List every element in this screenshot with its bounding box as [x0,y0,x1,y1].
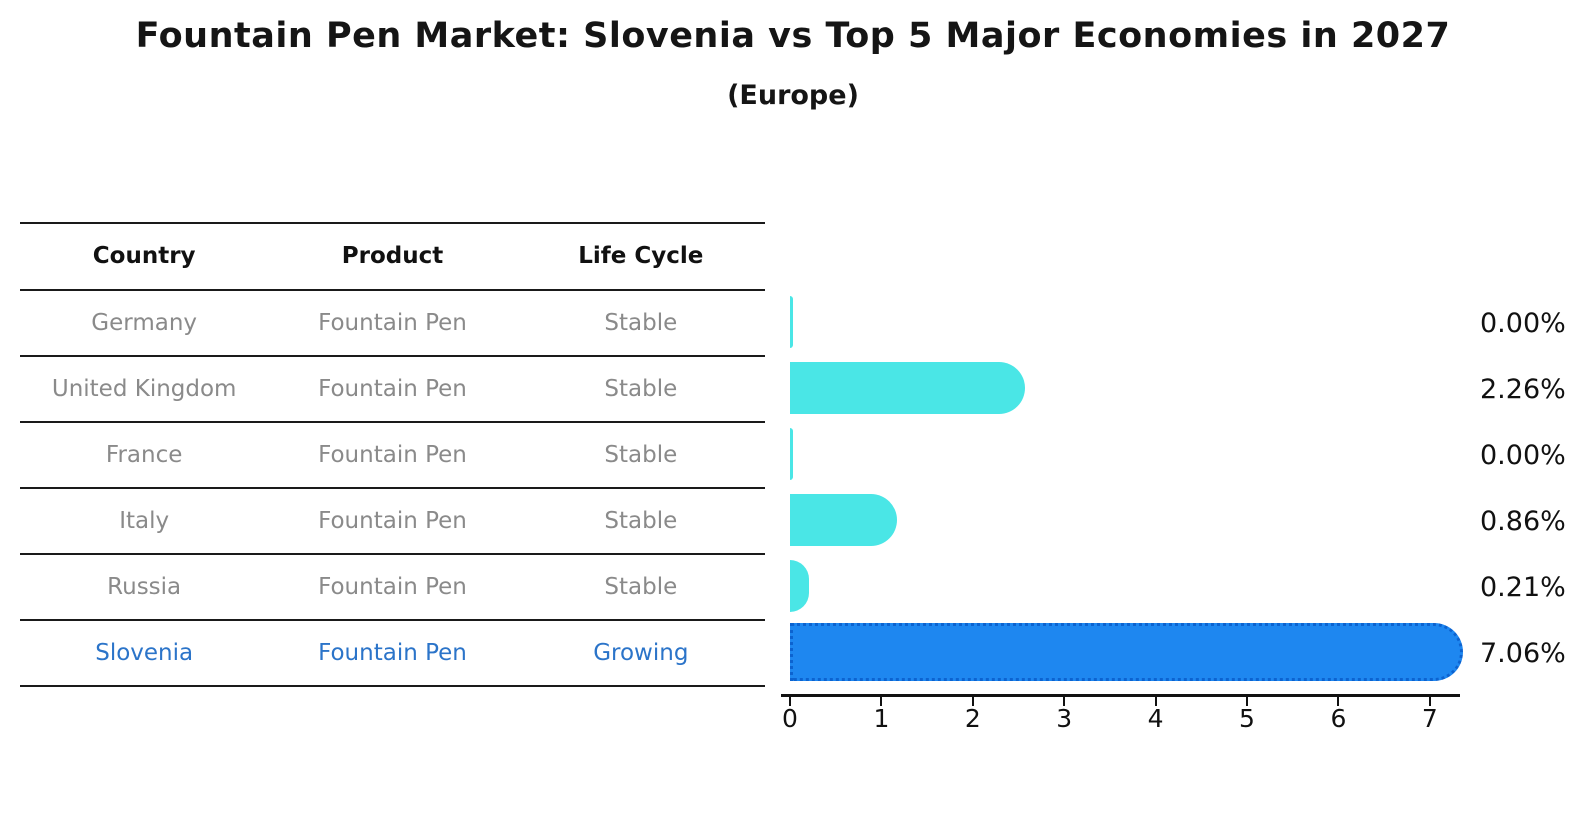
x-axis-tick-label: 0 [782,704,798,733]
table-cell: Italy [119,508,170,534]
table-cell: Stable [604,310,678,336]
table-row-france: France Fountain Pen Stable [20,423,765,489]
table-cell: Stable [604,508,678,534]
column-header-life-cycle: Life Cycle [578,243,704,269]
x-axis-tick-label: 1 [873,704,890,733]
x-axis-tick [1063,697,1066,706]
table-cell: Stable [604,574,678,600]
table-row-russia: Russia Fountain Pen Stable [20,555,765,621]
bar-value-label-italy: 0.86% [1480,506,1566,537]
x-axis-tick [1246,697,1248,706]
x-axis-tick-label: 3 [1056,704,1073,733]
table-cell: Fountain Pen [318,508,467,534]
x-axis-tick [789,697,791,706]
table-cell: United Kingdom [51,376,237,402]
bar-value-label-france: 0.00% [1480,440,1566,471]
table-row-slovenia: Slovenia Fountain Pen Growing [20,621,765,687]
bar-italy [790,494,897,546]
x-axis-tick-label: 5 [1239,704,1255,733]
table-cell: Germany [91,310,198,336]
chart-subtitle: (Europe) [727,80,859,111]
bar-slovenia [790,623,1464,681]
table-cell: Fountain Pen [318,310,467,336]
table-row-united-kingdom: United Kingdom Fountain Pen Stable [20,357,765,423]
chart-title: Fountain Pen Market: Slovenia vs Top 5 M… [135,16,1451,56]
table-cell: Fountain Pen [318,376,467,402]
x-axis-tick-label: 6 [1330,704,1347,733]
x-axis-line [781,694,1460,697]
table-body: Germany Fountain Pen Stable United Kingdom F… [20,291,765,687]
x-axis-tick [1337,697,1340,706]
table-cell: Stable [604,442,678,468]
table-cell: Russia [107,574,182,600]
x-axis-tick [880,697,883,706]
x-axis-tick [971,697,974,706]
bar-value-label-united-kingdom: 2.26% [1480,374,1566,405]
bar-united-kingdom [790,362,1025,414]
table-cell: Slovenia [95,640,194,666]
x-axis-tick-label: 7 [1421,704,1438,733]
bar-germany [790,296,793,348]
table-row-italy: Italy Fountain Pen Stable [20,489,765,555]
x-axis-tick-label: 2 [964,704,981,733]
x-axis-tick [1154,697,1157,706]
x-axis-tick-label: 4 [1147,704,1164,733]
table-cell: Fountain Pen [318,442,467,468]
bar-russia [790,560,810,612]
table-header-row: Country Product Life Cycle [20,224,765,291]
table-cell: Growing [593,640,689,666]
table-cell: Fountain Pen [318,574,467,600]
table-cell: Stable [604,376,678,402]
x-axis-tick [1428,697,1431,706]
country-table: Country Product Life Cycle Germany Fountain… [20,222,765,687]
bar-france [790,428,793,480]
column-header-product: Product [341,243,444,269]
bar-value-label-russia: 0.21% [1480,572,1566,603]
bar-value-label-slovenia: 7.06% [1480,638,1566,669]
bar-value-label-germany: 0.00% [1480,308,1566,339]
table-cell: Fountain Pen [318,640,467,666]
column-header-country: Country [92,243,196,269]
table-row-germany: Germany Fountain Pen Stable [20,291,765,357]
table-cell: France [105,442,183,468]
